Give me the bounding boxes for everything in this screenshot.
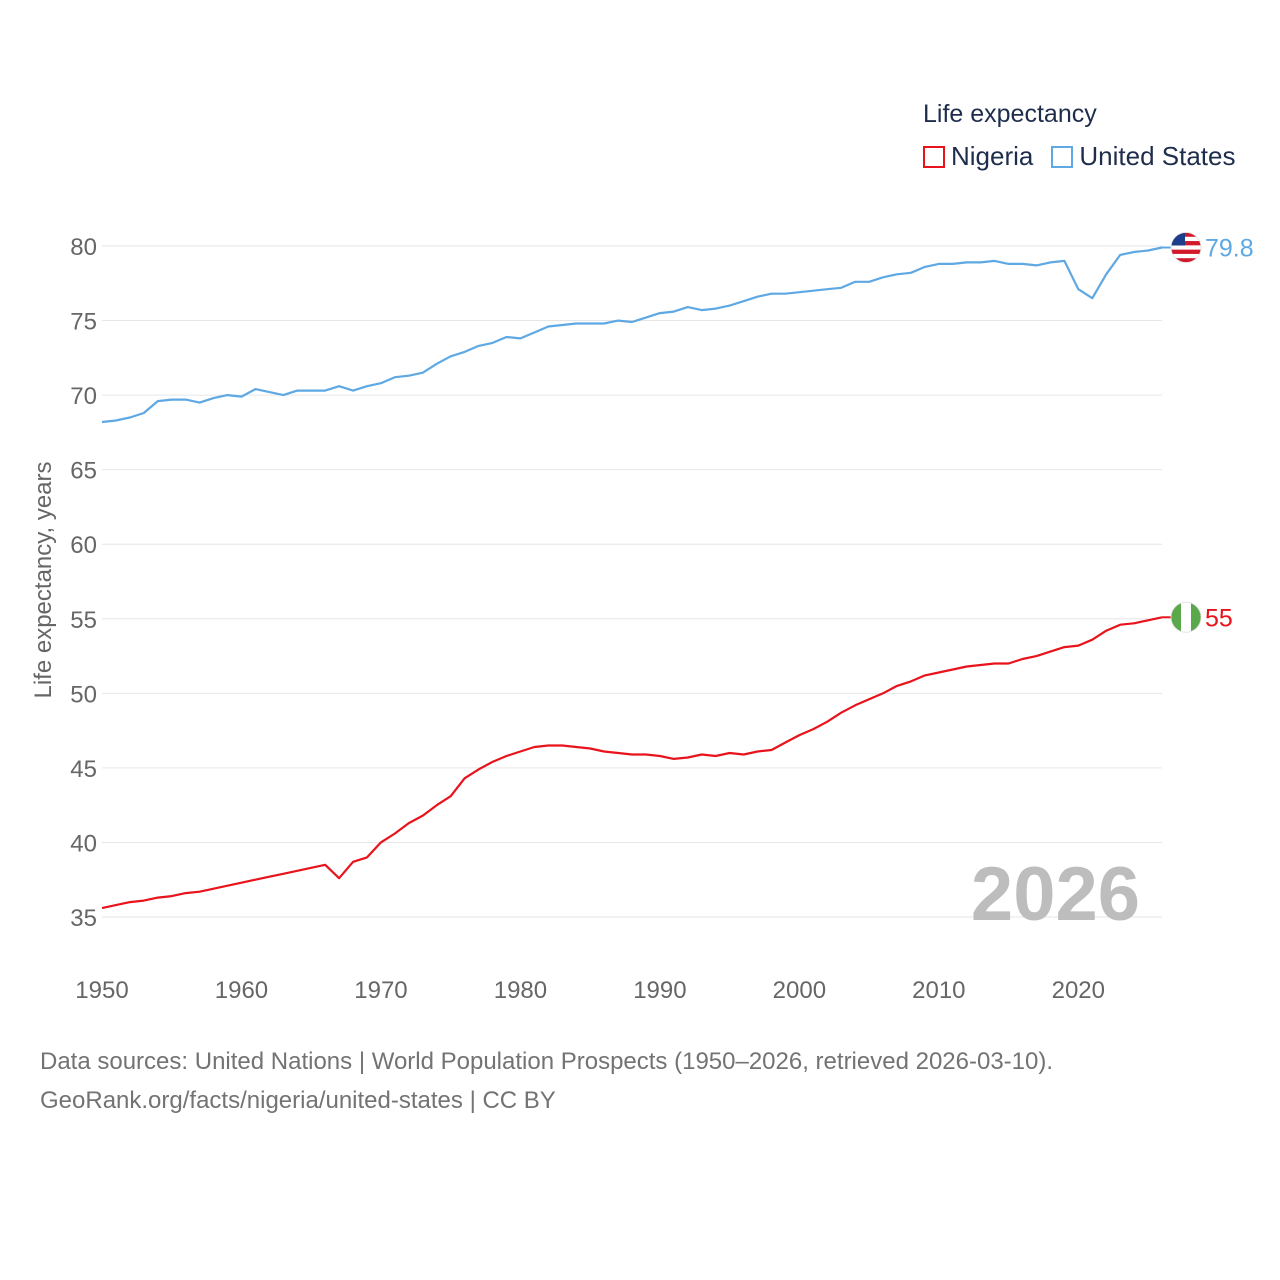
attribution-line: GeoRank.org/facts/nigeria/united-states … [40,1087,556,1114]
x-tick-label: 2000 [773,977,826,1004]
y-tick-label: 50 [70,681,97,708]
y-tick-label: 60 [70,532,97,559]
year-label: 2026 [971,852,1140,937]
series-line-nigeria [101,616,1163,910]
end-markers: 55 79.8 [1162,232,1254,633]
series-layer [101,246,1163,910]
x-tick-label: 1990 [633,977,686,1004]
legend-label-united-states: United States [1079,141,1236,171]
grid-lines [102,245,1162,918]
y-tick-label: 40 [70,830,97,857]
x-tick-label: 1950 [75,977,128,1004]
end-value-nigeria: 55 [1205,604,1233,632]
y-tick-label: 80 [70,234,97,261]
data-sources: Data sources: United Nations | World Pop… [40,1042,1053,1120]
x-tick-label: 1970 [354,977,407,1004]
x-tick-label: 2010 [912,977,965,1004]
x-tick-label: 2020 [1052,977,1105,1004]
x-tick-label: 1960 [215,977,268,1004]
x-tick-label: 1980 [494,977,547,1004]
legend-swatch-nigeria [923,145,945,168]
y-axis-title: Life expectancy, years [30,461,57,698]
flag-nigeria-icon [1162,601,1202,633]
legend-swatch-united-states [1051,145,1074,168]
series-line-united-states [101,246,1163,424]
legend-title: Life expectancy [923,100,1097,128]
y-tick-label: 45 [70,756,97,783]
legend-item-nigeria[interactable]: Nigeria [923,141,1033,172]
y-tick-label: 35 [70,905,97,932]
y-tick-label: 55 [70,607,97,634]
flag-united-states-icon [1162,232,1202,263]
y-axis-ticks: 35 40 45 50 55 60 65 70 75 80 [70,234,97,932]
x-axis-ticks: 1950 1960 1970 1980 1990 2000 2010 2020 [75,977,1105,1004]
legend-label-nigeria: Nigeria [951,141,1034,171]
end-value-united-states: 79.8 [1205,234,1254,262]
legend-item-united-states[interactable]: United States [1051,141,1235,172]
sources-line: Data sources: United Nations | World Pop… [40,1048,1054,1075]
legend-items: Nigeria United States [923,141,1253,172]
y-tick-label: 70 [70,383,97,410]
legend: Life expectancy Nigeria United States [923,100,1253,172]
y-tick-label: 65 [70,458,97,485]
y-tick-label: 75 [70,309,97,336]
